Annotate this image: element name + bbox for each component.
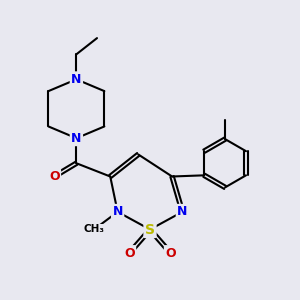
Text: O: O xyxy=(124,247,135,260)
Text: N: N xyxy=(177,205,188,218)
Text: N: N xyxy=(71,73,82,86)
Text: O: O xyxy=(165,247,176,260)
Text: N: N xyxy=(71,132,82,145)
Text: O: O xyxy=(49,170,60,183)
Text: CH₃: CH₃ xyxy=(84,224,105,235)
Text: N: N xyxy=(112,205,123,218)
Text: S: S xyxy=(145,223,155,236)
